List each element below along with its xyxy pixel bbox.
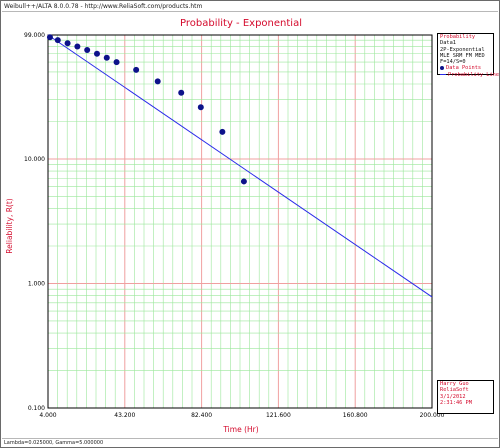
legend: Probability Data1 2P-Exponential MLE SRM… bbox=[437, 33, 499, 78]
y-tick-label: 10.000 bbox=[24, 156, 45, 163]
data-point bbox=[54, 37, 61, 44]
data-point bbox=[93, 50, 100, 57]
probability-line bbox=[47, 34, 433, 298]
x-tick-label: 4.000 bbox=[39, 412, 56, 419]
x-axis-label: Time (Hr) bbox=[222, 425, 258, 434]
data-point bbox=[46, 34, 53, 41]
data-point bbox=[74, 43, 81, 50]
chart-title: Probability - Exponential bbox=[180, 18, 302, 29]
user-name: Harry Guo bbox=[440, 381, 469, 387]
user-time: 2:31:46 PM bbox=[440, 399, 472, 406]
user-info-box: Harry Guo ReliaSoft 3/1/2012 2:31:46 PM bbox=[437, 380, 494, 414]
y-tick-label: 99.000 bbox=[24, 32, 45, 39]
legend-line: F=14/S=0 bbox=[440, 59, 466, 66]
data-point bbox=[133, 66, 140, 73]
data-point bbox=[178, 89, 185, 96]
data-point bbox=[84, 47, 91, 54]
y-tick-label: 0.100 bbox=[28, 405, 45, 412]
legend-line: 2P-Exponential bbox=[440, 46, 485, 53]
app-header: Weibull++/ALTA 8.0.0.78 - http://www.Rel… bbox=[2, 2, 498, 12]
line-marker-icon bbox=[440, 73, 446, 75]
data-point bbox=[154, 78, 161, 85]
point-marker-icon bbox=[440, 65, 444, 70]
legend-points-label: Data Points bbox=[446, 65, 482, 72]
data-point bbox=[197, 104, 204, 111]
x-tick-label: 200.000 bbox=[420, 412, 445, 419]
plot-frame bbox=[47, 34, 433, 409]
legend-line: Data1 bbox=[440, 40, 456, 47]
legend-entry-line: Probability Line bbox=[440, 72, 499, 78]
legend-title: Probability bbox=[440, 34, 476, 40]
user-company: ReliaSoft bbox=[440, 387, 469, 394]
x-tick-label: 160.800 bbox=[343, 412, 368, 419]
legend-line-label: Probability Line bbox=[448, 71, 500, 78]
parameter-footer: Lambda=0.025000, Gamma=5.000000 bbox=[2, 438, 498, 447]
x-tick-label: 82.400 bbox=[191, 412, 212, 419]
legend-line: MLE SRM FM MED bbox=[440, 52, 485, 59]
data-point bbox=[103, 54, 110, 61]
legend-entry-points: Data Points bbox=[440, 65, 493, 71]
data-point bbox=[64, 40, 71, 47]
data-point bbox=[113, 59, 120, 66]
user-date: 3/1/2012 bbox=[440, 393, 466, 400]
x-tick-label: 43.200 bbox=[114, 412, 135, 419]
y-axis-label: Reliability, R(t) bbox=[5, 198, 14, 253]
data-point bbox=[219, 128, 226, 135]
x-tick-label: 121.600 bbox=[266, 412, 291, 419]
y-tick-label: 1.000 bbox=[28, 280, 45, 287]
data-point bbox=[240, 178, 247, 185]
